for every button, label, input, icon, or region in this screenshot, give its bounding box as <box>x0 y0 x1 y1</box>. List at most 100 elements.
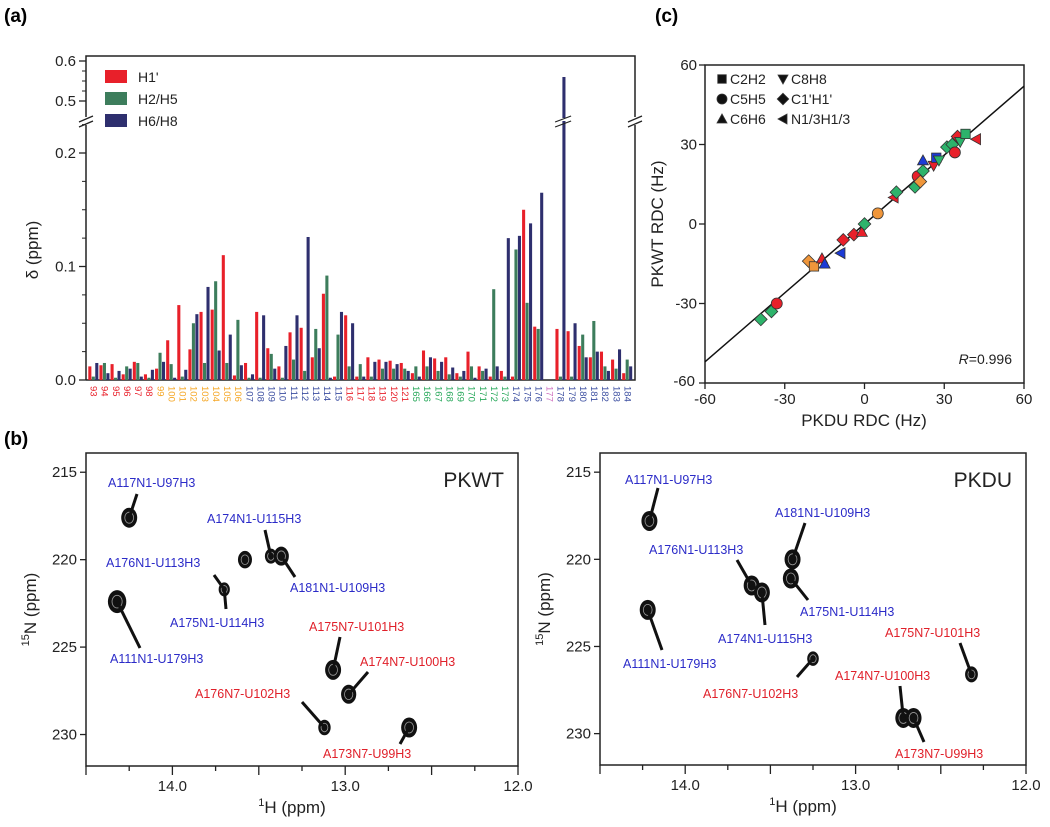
peak-label: A174N7-U100H3 <box>835 669 930 683</box>
spectrum-title: PKDU <box>954 469 1012 492</box>
x-tick-label: 104 <box>210 386 221 402</box>
peak-label: A181N1-U109H3 <box>775 506 870 520</box>
bar-175-1 <box>525 302 529 380</box>
x-tick-label: 94 <box>99 386 110 397</box>
peak-leader-line <box>795 657 815 678</box>
x-tick-label: 14.0 <box>158 778 187 795</box>
bar-166-2 <box>428 357 433 380</box>
peak-contour-inner <box>276 550 286 562</box>
bar-172-0 <box>488 376 492 380</box>
data-point <box>960 128 971 139</box>
y-tick-label: 30 <box>680 137 697 154</box>
peak-label: A175N1-U114H3 <box>170 616 264 630</box>
x-tick-label: 171 <box>477 386 488 402</box>
y-tick-label: 220 <box>52 552 77 569</box>
bar-168-1 <box>447 374 451 380</box>
peak-label: A175N1-U114H3 <box>800 605 894 619</box>
peak-label: A176N7-U102H3 <box>195 687 290 701</box>
bar-110-0 <box>277 366 281 380</box>
y-tick-label: 230 <box>52 727 77 744</box>
legend-label: H1' <box>138 69 159 85</box>
x-tick-label: 119 <box>377 386 388 401</box>
x-tick-label: 14.0 <box>671 777 700 794</box>
peak-leader-line <box>222 589 228 610</box>
bar-174-0 <box>510 376 515 380</box>
bar-109-1 <box>269 353 273 380</box>
bar-104-0 <box>210 309 214 380</box>
x-tick-label: 12.0 <box>503 778 532 795</box>
x-tick-label: 30 <box>936 391 953 408</box>
bar-103-2 <box>206 286 210 380</box>
bar-181-0 <box>588 357 592 380</box>
x-tick-label: 166 <box>421 386 432 402</box>
bar-98-0 <box>143 374 147 380</box>
data-point <box>954 137 967 149</box>
bar-176-2 <box>540 192 544 380</box>
bar-108-1 <box>258 377 262 380</box>
bar-175-2 <box>529 223 533 380</box>
peak-leader-line <box>898 685 905 719</box>
peak-leader-line <box>347 671 370 696</box>
bar-116-0 <box>344 315 348 380</box>
peak-contour-inner <box>967 669 976 680</box>
peak-label: A175N7-U101H3 <box>885 626 980 640</box>
legend-label: H2/H5 <box>138 91 178 107</box>
peak-label: A176N1-U113H3 <box>649 543 743 557</box>
y-axis-label-sup: 15 <box>534 634 546 646</box>
bar-117-2 <box>362 376 366 380</box>
x-tick-label: 181 <box>588 386 599 402</box>
x-tick-label: 102 <box>188 386 199 402</box>
bar-179-1 <box>570 376 574 380</box>
data-point <box>836 233 851 247</box>
spectrum-pkwt: PKWT 14.0 13.0 12.0 215 220 225 230 1H (ppm) 15N … <box>20 452 533 817</box>
y-tick-label: 0.1 <box>55 259 76 276</box>
x-tick-label: 106 <box>232 386 243 402</box>
spectrum-pkdu: PKDU 14.0 13.0 12.0 215 220 225 230 1H (ppm) 15N … <box>534 452 1041 816</box>
x-tick-label: 13.0 <box>331 778 360 795</box>
x-axis-label-sup: 1 <box>258 797 264 809</box>
bar-113-2 <box>317 348 321 380</box>
bar-114-2 <box>328 377 332 380</box>
peak-contour-inner <box>642 603 653 616</box>
peak-contour-inner <box>124 511 134 524</box>
bar-173-2 <box>506 238 510 380</box>
bar-112-2 <box>306 236 310 380</box>
x-tick-label: 60 <box>1016 391 1033 408</box>
y-axis-label: PKWT RDC (Hz) <box>648 160 667 287</box>
x-tick-label: 121 <box>399 386 410 402</box>
x-tick-label: -60 <box>694 391 716 408</box>
bar-119-0 <box>377 359 381 380</box>
bar-180-1 <box>581 334 585 380</box>
x-axis-label: PKDU RDC (Hz) <box>801 411 927 430</box>
peak-leader-line <box>300 701 326 729</box>
bar-116-2 <box>351 323 355 380</box>
bar-115-2 <box>339 311 344 380</box>
bar-167-2 <box>440 361 444 380</box>
legend-marker-diamond <box>776 92 790 106</box>
legend-label: C1'H1' <box>791 91 832 107</box>
bar-121-1 <box>403 368 407 380</box>
y-axis-label-sup: 15 <box>20 634 32 646</box>
bar-168-0 <box>444 357 448 380</box>
bar-118-0 <box>366 357 370 380</box>
panel-label-a: (a) <box>4 6 27 27</box>
bar-97-0 <box>132 361 136 380</box>
bar-175-0 <box>522 209 526 380</box>
bar-179-2 <box>573 323 577 380</box>
peak-leader-line <box>760 592 767 626</box>
peak-label: A173N7-U99H3 <box>323 747 411 761</box>
y-tick-label: 215 <box>52 464 77 481</box>
peak-contour-inner <box>240 554 250 565</box>
bar-120-1 <box>392 368 396 380</box>
peak-leader-line <box>280 555 297 578</box>
y-axis-label: 15N (ppm) <box>534 572 554 646</box>
bar-95-0 <box>110 364 114 380</box>
bar-120-2 <box>395 364 399 380</box>
bar-97-1 <box>136 362 140 380</box>
bar-102-2 <box>195 314 199 380</box>
peak-contour-inner <box>908 712 919 724</box>
bar-169-2 <box>462 370 466 380</box>
plot-frame <box>85 452 519 767</box>
bar-180-2 <box>584 357 588 380</box>
